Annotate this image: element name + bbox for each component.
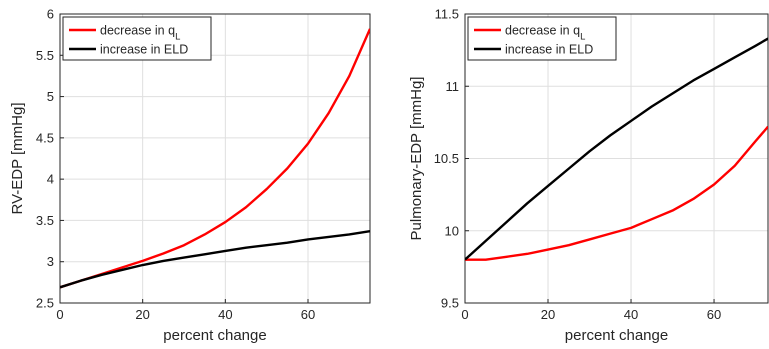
chart1-ytick-label-4: 11.5 xyxy=(435,7,459,22)
chart0-legend-subscript-0: L xyxy=(175,32,180,43)
chart1-xtick-label-0: 0 xyxy=(461,307,468,322)
chart1-xtick-label-3: 60 xyxy=(707,307,721,322)
chart0-y-axis-label: RV-EDP [mmHg] xyxy=(9,103,26,215)
chart1-legend-label-text-0: decrease in q xyxy=(505,24,580,38)
chart1-legend-label-0: decrease in qL xyxy=(505,24,585,43)
chart0-legend-label-1: increase in ELD xyxy=(100,43,188,57)
chart1-series-line-0 xyxy=(465,125,768,261)
chart0-legend-box xyxy=(62,16,212,61)
chart0-legend-label-text-1: increase in ELD xyxy=(100,43,188,57)
chart0-series-line-0 xyxy=(60,28,370,289)
chart1-panel: 0 20 40 60 9.5 10 10.5 11 11.5 percent change Pulm… xyxy=(408,7,769,344)
chart0-xtick-label-1: 20 xyxy=(135,307,149,322)
chart0-ytick-label-6: 5.5 xyxy=(36,48,54,63)
chart1-legend-label-1: increase in ELD xyxy=(505,43,593,57)
chart0-x-axis-label: percent change xyxy=(163,327,266,344)
chart1-xtick-label-1: 20 xyxy=(541,307,555,322)
chart0-ytick-label-5: 5 xyxy=(47,89,54,104)
chart1-series-line-1 xyxy=(465,37,768,261)
chart1-xtick-label-2: 40 xyxy=(624,307,638,322)
chart1-axes-frame xyxy=(464,13,769,304)
chart1-legend-box xyxy=(467,16,617,61)
chart0-panel: 0 20 40 60 2.5 3 3.5 4 4.5 5 5.5 6 percent change RV-… xyxy=(9,7,371,344)
chart1-legend-label-text-1: increase in ELD xyxy=(505,43,593,57)
chart0-ytick-label-0: 2.5 xyxy=(36,296,54,311)
chart0-xtick-label-2: 40 xyxy=(218,307,232,322)
chart1-ytick-label-0: 9.5 xyxy=(441,296,459,311)
chart0-legend-label-0: decrease in qL xyxy=(100,24,180,43)
chart1-ytick-label-2: 10.5 xyxy=(434,151,459,166)
chart1-legend-subscript-0: L xyxy=(580,32,585,43)
chart0-ytick-label-1: 3 xyxy=(47,254,54,269)
chart0-xtick-label-0: 0 xyxy=(56,307,63,322)
chart0-ytick-label-7: 6 xyxy=(47,7,54,22)
chart1-ytick-label-3: 11 xyxy=(446,79,460,94)
chart0-ytick-label-4: 4.5 xyxy=(36,130,54,145)
chart0-ytick-label-2: 3.5 xyxy=(36,213,54,228)
chart0-xtick-label-3: 60 xyxy=(301,307,315,322)
chart0-legend-label-text-0: decrease in q xyxy=(100,24,175,38)
chart1-x-axis-label: percent change xyxy=(565,327,668,344)
chart0-plot-area xyxy=(60,14,370,303)
chart1-ytick-label-1: 10 xyxy=(445,223,459,238)
chart0-series-line-1 xyxy=(60,229,370,289)
chart0-ytick-label-3: 4 xyxy=(47,172,54,187)
chart0-axes-frame xyxy=(59,13,371,304)
chart1-y-axis-label: Pulmonary-EDP [mmHg] xyxy=(408,77,425,241)
